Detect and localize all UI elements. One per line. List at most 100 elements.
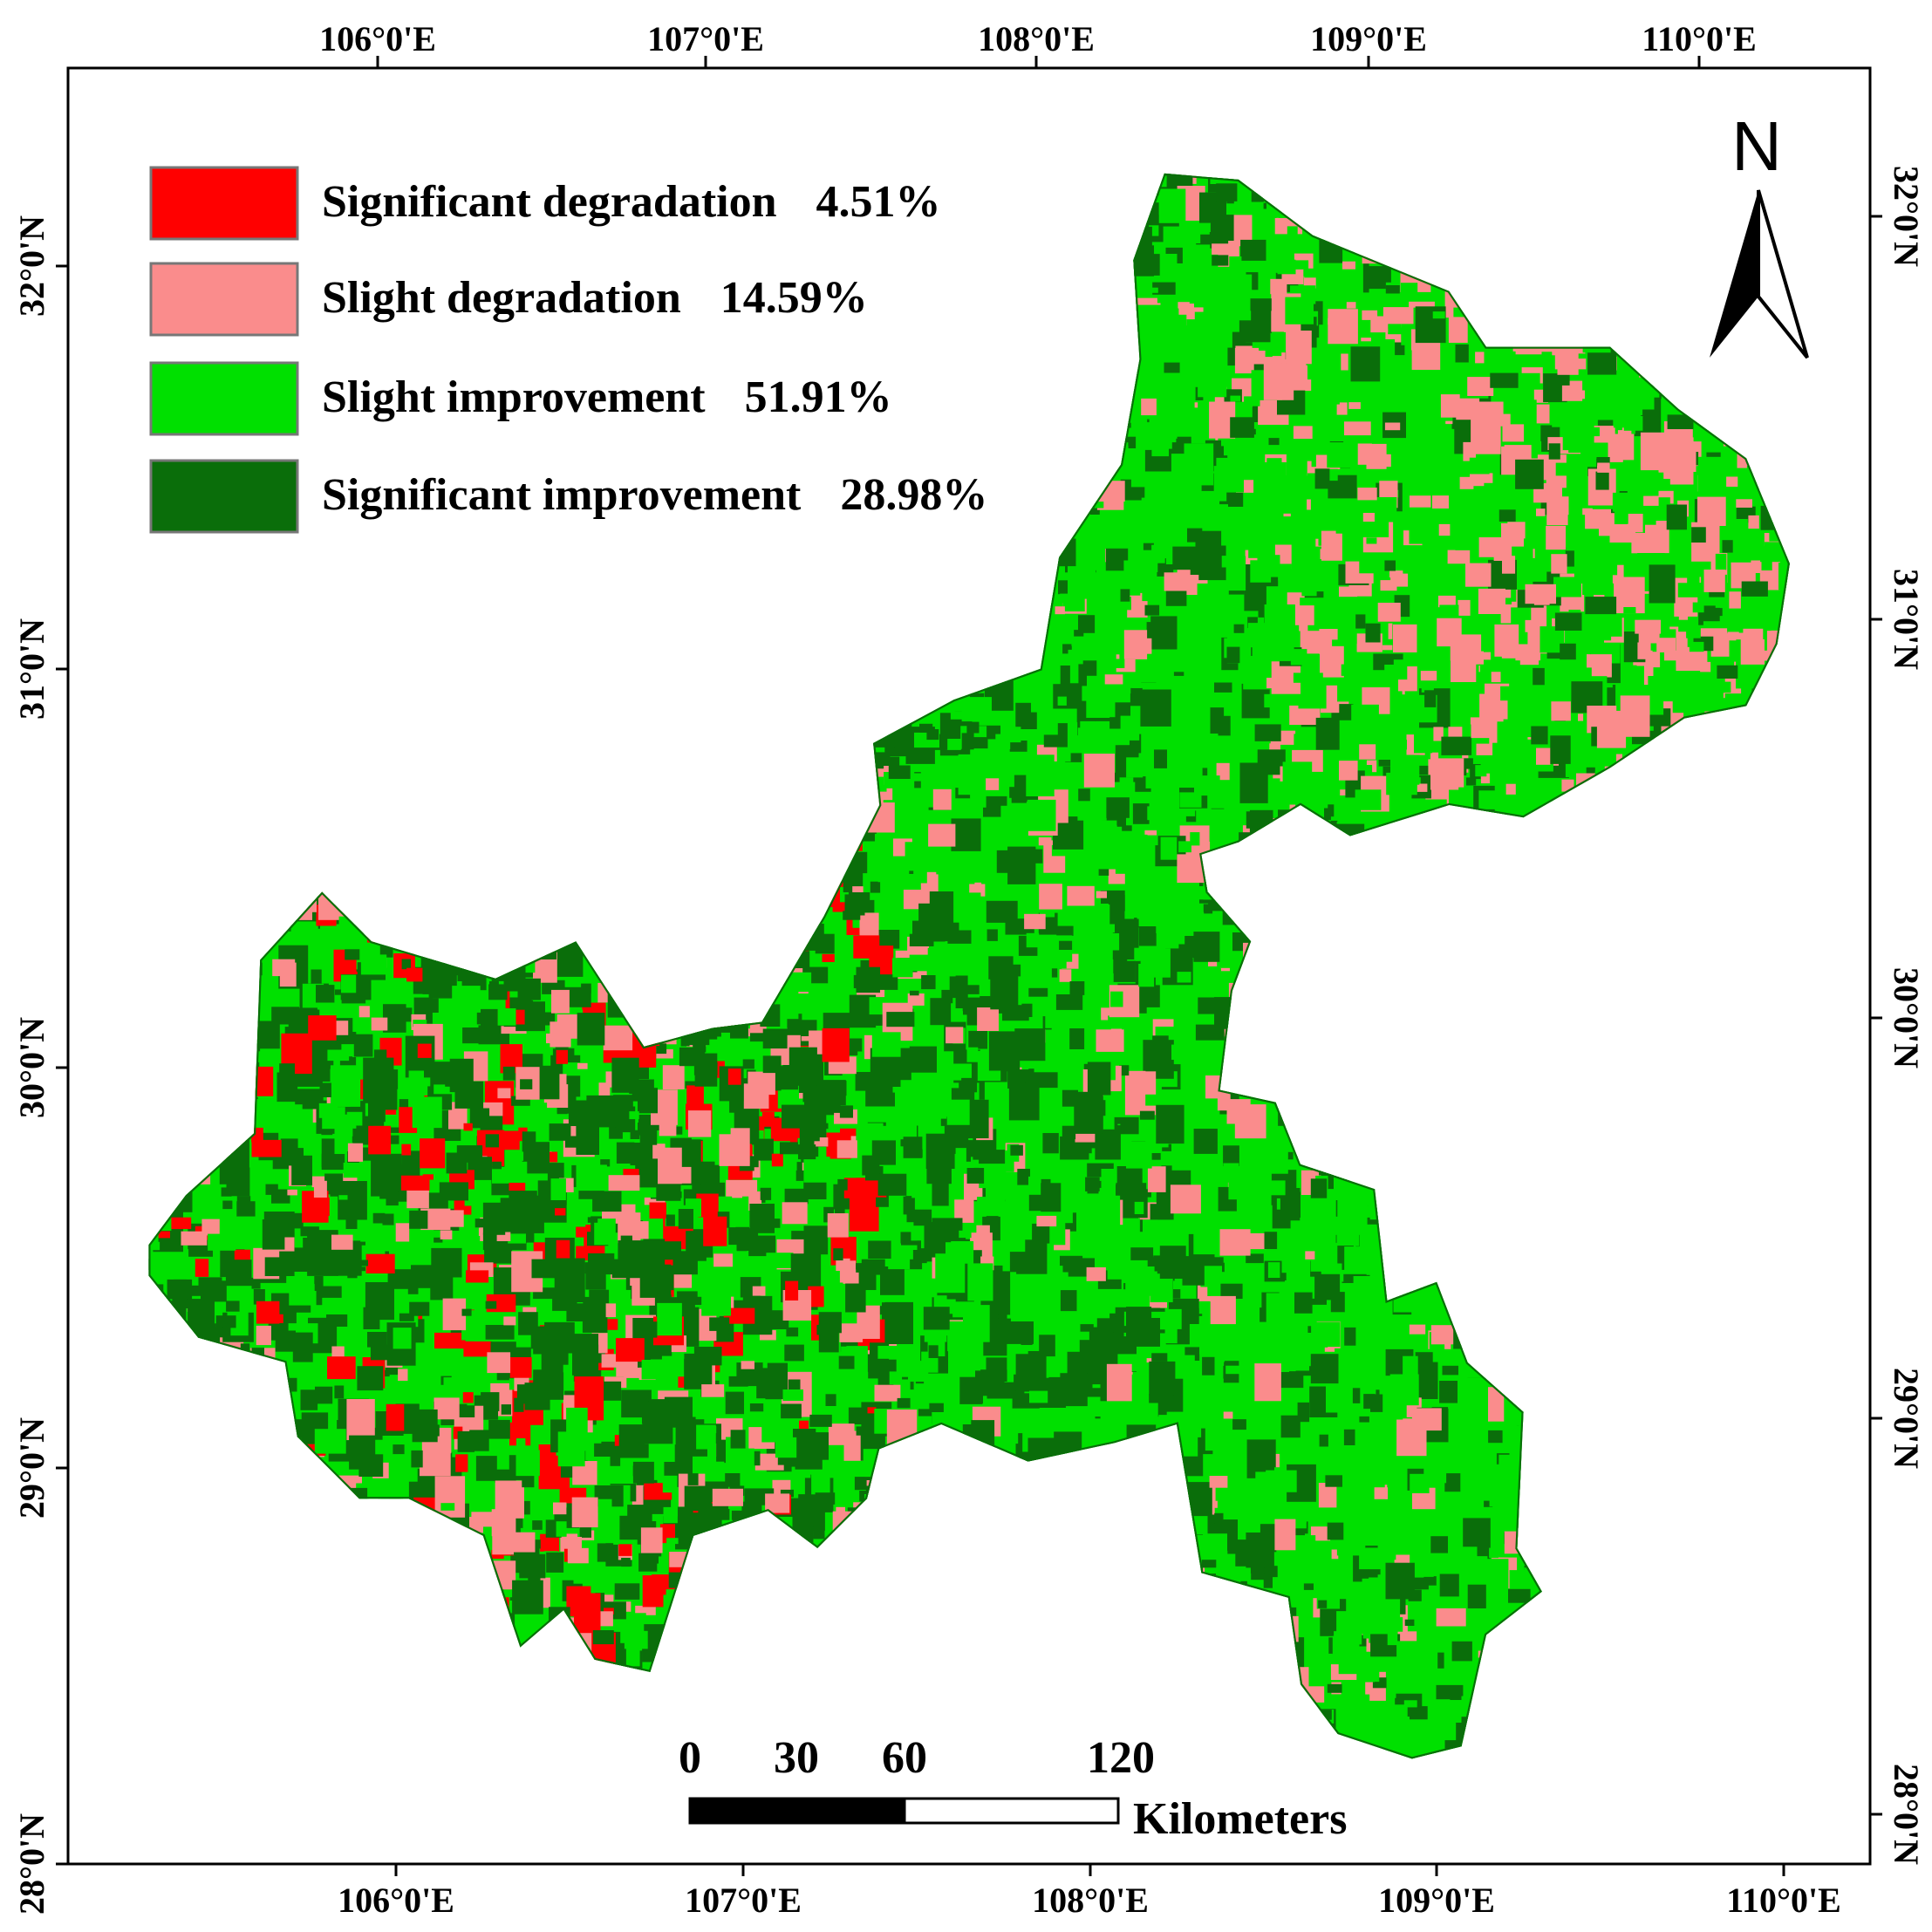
map-pixel — [576, 1164, 607, 1191]
map-pixel — [784, 1344, 804, 1362]
map-pixel — [742, 1059, 754, 1069]
map-pixel — [1059, 969, 1072, 982]
map-pixel — [924, 1222, 949, 1254]
map-pixel — [420, 1452, 451, 1477]
map-pixel — [686, 1085, 704, 1106]
map-pixel — [1056, 925, 1074, 936]
map-pixel — [1173, 314, 1187, 333]
map-pixel — [1151, 544, 1163, 553]
map-pixel — [1017, 1169, 1030, 1185]
map-pixel — [1147, 729, 1157, 736]
map-pixel — [1186, 319, 1196, 328]
map-pixel — [1451, 1641, 1472, 1662]
map-pixel — [818, 1123, 829, 1130]
map-pixel — [372, 1212, 386, 1224]
map-pixel — [363, 1307, 380, 1329]
map-pixel — [1305, 1251, 1315, 1260]
map-pixel — [1346, 302, 1356, 309]
map-pixel — [428, 998, 439, 1013]
map-pixel — [1708, 608, 1723, 617]
map-pixel — [1168, 1170, 1191, 1185]
map-pixel — [1097, 965, 1112, 979]
map-pixel — [195, 1259, 209, 1277]
map-pixel — [1348, 618, 1357, 632]
map-pixel — [1061, 613, 1078, 631]
map-pixel — [1177, 972, 1191, 983]
map-pixel — [1729, 591, 1741, 609]
map-pixel — [1582, 508, 1606, 529]
map-pixel — [1148, 287, 1158, 293]
map-pixel — [667, 1364, 679, 1373]
map-pixel — [1151, 1353, 1168, 1362]
map-pixel — [597, 1543, 611, 1562]
map-pixel — [1369, 1538, 1381, 1547]
map-pixel — [1174, 275, 1192, 284]
map-pixel — [839, 1105, 853, 1118]
map-pixel — [1101, 1169, 1117, 1190]
map-pixel — [1403, 399, 1425, 424]
map-pixel — [1382, 374, 1394, 384]
map-pixel — [1587, 454, 1597, 468]
map-pixel — [1198, 1181, 1216, 1207]
map-pixel — [488, 1419, 510, 1439]
map-pixel — [497, 1088, 511, 1099]
map-pixel — [1478, 664, 1492, 673]
map-pixel — [1194, 311, 1225, 340]
map-pixel — [1414, 730, 1433, 754]
map-pixel — [741, 1361, 754, 1369]
map-pixel — [1032, 1223, 1050, 1244]
map-pixel — [1531, 726, 1548, 745]
map-pixel — [786, 1327, 799, 1337]
map-pixel — [452, 986, 481, 1003]
map-pixel — [1439, 604, 1459, 618]
map-pixel — [1475, 352, 1485, 364]
map-pixel — [645, 1606, 656, 1615]
map-pixel — [1469, 490, 1492, 510]
map-pixel — [1231, 274, 1253, 300]
map-pixel — [1122, 825, 1132, 832]
map-pixel — [602, 1381, 622, 1401]
map-pixel — [1417, 665, 1430, 674]
map-pixel — [1701, 693, 1718, 702]
map-pixel — [292, 1332, 313, 1362]
map-pixel — [1042, 1133, 1059, 1154]
map-pixel — [1436, 1699, 1451, 1711]
map-pixel — [946, 739, 961, 750]
map-pixel — [1553, 374, 1570, 386]
map-pixel — [1225, 1365, 1239, 1375]
map-pixel — [1335, 1514, 1344, 1525]
map-pixel — [849, 1196, 879, 1232]
map-pixel — [1193, 1225, 1222, 1255]
map-pixel — [1644, 444, 1658, 459]
map-pixel — [701, 1384, 725, 1397]
map-pixel — [469, 1108, 490, 1129]
map-pixel — [1038, 837, 1052, 846]
map-pixel — [401, 1143, 412, 1156]
map-pixel — [685, 1081, 696, 1089]
map-pixel — [1568, 497, 1582, 514]
map-pixel — [1439, 1574, 1459, 1597]
map-pixel — [265, 1184, 278, 1195]
map-pixel — [311, 969, 322, 985]
map-pixel — [485, 1325, 515, 1340]
map-pixel — [1019, 684, 1035, 706]
map-pixel — [1035, 1309, 1049, 1328]
map-pixel — [1454, 1505, 1471, 1521]
map-pixel — [656, 1049, 673, 1059]
map-pixel — [1316, 563, 1341, 587]
map-pixel — [1096, 891, 1107, 898]
map-pixel — [1491, 672, 1501, 683]
map-pixel — [367, 1332, 387, 1348]
map-pixel — [951, 818, 981, 851]
map-pixel — [1436, 1684, 1464, 1700]
map-pixel — [573, 1574, 591, 1584]
map-pixel — [368, 1125, 392, 1155]
map-pixel — [1725, 476, 1738, 487]
map-pixel — [1225, 600, 1244, 626]
map-pixel — [955, 1362, 972, 1378]
map-pixel — [1173, 823, 1184, 836]
map-pixel — [1062, 644, 1072, 654]
map-pixel — [353, 1034, 373, 1057]
map-pixel — [973, 865, 985, 872]
map-pixel — [509, 1183, 526, 1192]
